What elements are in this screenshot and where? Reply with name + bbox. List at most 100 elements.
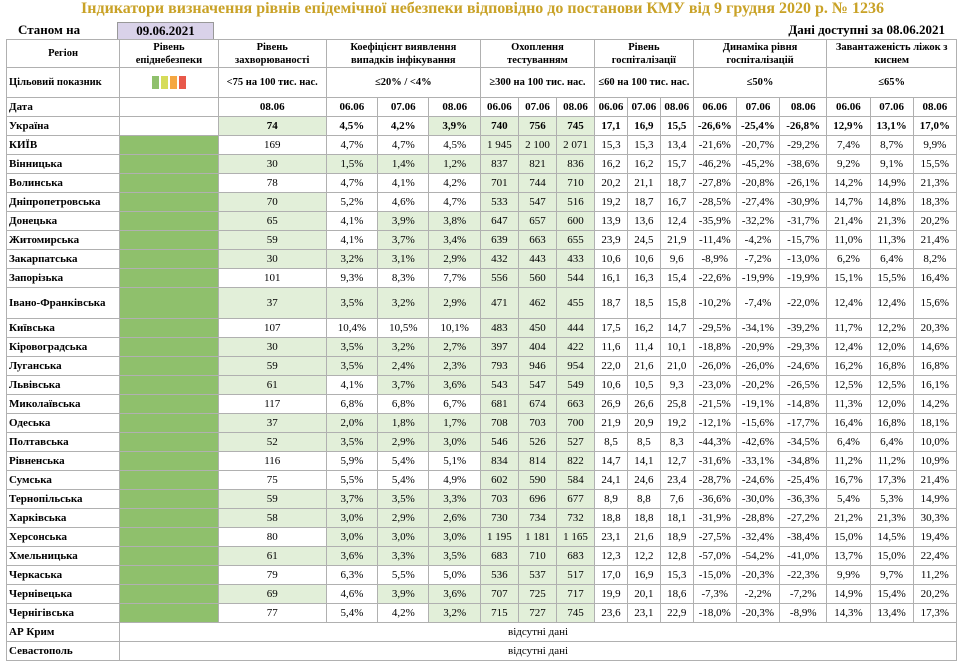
oxygen-cell: 12,5% bbox=[826, 375, 871, 395]
hosp-cell: 9,6 bbox=[659, 249, 694, 269]
hosp-dynamics-cell: -15,0% bbox=[692, 565, 737, 585]
detection-cell: 1,4% bbox=[377, 154, 430, 174]
detection-cell: 4,1% bbox=[325, 211, 379, 231]
hosp-dynamics-cell: -26,5% bbox=[779, 375, 828, 395]
oxygen-cell: 9,9% bbox=[826, 565, 871, 585]
morbidity-cell: 107 bbox=[217, 318, 327, 338]
detection-cell: 4,7% bbox=[377, 135, 430, 155]
hosp-cell: 15,3 bbox=[626, 135, 661, 155]
detection-cell: 6,7% bbox=[428, 394, 481, 414]
detection-cell: 5,1% bbox=[428, 451, 481, 471]
oxygen-cell: 14,3% bbox=[826, 603, 871, 623]
detection-cell: 3,5% bbox=[325, 356, 379, 376]
level-swatch bbox=[169, 76, 177, 90]
hosp-dynamics-cell: -27,2% bbox=[779, 508, 828, 528]
hosp-cell: 21,9 bbox=[659, 230, 694, 250]
date-cell: 06.06 bbox=[325, 97, 379, 117]
table-row: Херсонська 80 3,0% 3,0% 3,0% 1 195 1 181 1 165 2… bbox=[5, 527, 958, 547]
morbidity-cell: 59 bbox=[217, 230, 327, 250]
detection-cell: 3,0% bbox=[325, 527, 379, 547]
testing-cell: 517 bbox=[555, 565, 596, 585]
oxygen-cell: 13,4% bbox=[869, 603, 914, 623]
target-testing: ≥300 на 100 тис. нас. bbox=[479, 67, 596, 98]
testing-cell: 537 bbox=[517, 565, 557, 585]
oxygen-cell: 8,7% bbox=[869, 135, 914, 155]
region-name: Полтавська bbox=[5, 432, 121, 452]
detection-cell: 2,7% bbox=[428, 337, 481, 357]
testing-cell: 2 100 bbox=[517, 135, 557, 155]
header-level: Рівень епіднебезпеки bbox=[119, 39, 219, 68]
oxygen-cell: 9,7% bbox=[869, 565, 914, 585]
date-cell: 06.06 bbox=[826, 97, 871, 117]
table-row: Миколаївська 117 6,8% 6,8% 6,7% 681 674 663 26,9… bbox=[5, 394, 958, 414]
hosp-cell: 15,4 bbox=[659, 268, 694, 288]
detection-cell: 2,9% bbox=[377, 432, 430, 452]
oxygen-cell: 17,3% bbox=[912, 603, 958, 623]
hosp-dynamics-cell: -13,0% bbox=[779, 249, 828, 269]
risk-level-cell bbox=[119, 211, 219, 231]
hosp-dynamics-cell: -38,6% bbox=[779, 154, 828, 174]
target-morbidity: <75 на 100 тис. нас. bbox=[217, 67, 327, 98]
hosp-cell: 26,6 bbox=[626, 394, 661, 414]
oxygen-cell: 9,9% bbox=[912, 135, 958, 155]
target-hosp-dynamics: ≤50% bbox=[692, 67, 828, 98]
hosp-dynamics-cell: -23,0% bbox=[692, 375, 737, 395]
risk-level-cell bbox=[119, 154, 219, 174]
oxygen-cell: 21,2% bbox=[826, 508, 871, 528]
detection-cell: 3,3% bbox=[377, 546, 430, 566]
testing-cell: 404 bbox=[517, 337, 557, 357]
hosp-cell: 10,6 bbox=[594, 249, 628, 269]
hosp-cell: 21,0 bbox=[659, 356, 694, 376]
morbidity-cell: 80 bbox=[217, 527, 327, 547]
risk-level-cell bbox=[119, 413, 219, 433]
risk-level-cell bbox=[119, 135, 219, 155]
hosp-cell: 24,6 bbox=[626, 470, 661, 490]
morbidity-cell: 75 bbox=[217, 470, 327, 490]
hosp-dynamics-cell: -7,4% bbox=[735, 287, 781, 319]
detection-cell: 10,4% bbox=[325, 318, 379, 338]
hosp-dynamics-cell: -32,2% bbox=[735, 211, 781, 231]
oxygen-cell: 14,2% bbox=[826, 173, 871, 193]
hosp-dynamics-cell: -19,1% bbox=[735, 394, 781, 414]
table-row: Чернівецька 69 4,6% 3,9% 3,6% 707 725 717 19,9 20… bbox=[5, 584, 958, 604]
hosp-dynamics-cell: -34,5% bbox=[779, 432, 828, 452]
detection-cell: 2,0% bbox=[325, 413, 379, 433]
hosp-cell: 15,5 bbox=[659, 116, 694, 136]
testing-cell: 681 bbox=[479, 394, 519, 414]
level-legend bbox=[119, 67, 219, 98]
hosp-cell: 12,3 bbox=[594, 546, 628, 566]
morbidity-cell: 59 bbox=[217, 489, 327, 509]
hosp-cell: 10,6 bbox=[594, 375, 628, 395]
hosp-cell: 18,7 bbox=[659, 173, 694, 193]
testing-cell: 584 bbox=[555, 470, 596, 490]
morbidity-cell: 37 bbox=[217, 287, 327, 319]
detection-cell: 3,7% bbox=[377, 375, 430, 395]
hosp-dynamics-cell: -24,6% bbox=[779, 356, 828, 376]
detection-cell: 1,5% bbox=[325, 154, 379, 174]
hosp-cell: 16,7 bbox=[659, 192, 694, 212]
testing-cell: 756 bbox=[517, 116, 557, 136]
risk-level-cell bbox=[119, 565, 219, 585]
testing-cell: 397 bbox=[479, 337, 519, 357]
region-name: АР Крим bbox=[5, 622, 121, 642]
hosp-dynamics-cell: -24,6% bbox=[735, 470, 781, 490]
hosp-dynamics-cell: -29,3% bbox=[779, 337, 828, 357]
hosp-dynamics-cell: -38,4% bbox=[779, 527, 828, 547]
hosp-dynamics-cell: -36,6% bbox=[692, 489, 737, 509]
detection-cell: 3,6% bbox=[428, 584, 481, 604]
hosp-cell: 18,6 bbox=[659, 584, 694, 604]
testing-cell: 745 bbox=[555, 603, 596, 623]
hosp-dynamics-cell: -42,6% bbox=[735, 432, 781, 452]
risk-level-cell bbox=[119, 318, 219, 338]
date-cell: 08.06 bbox=[217, 97, 327, 117]
hosp-cell: 18,8 bbox=[594, 508, 628, 528]
hosp-dynamics-cell: -34,1% bbox=[735, 318, 781, 338]
oxygen-cell: 12,4% bbox=[869, 287, 914, 319]
hosp-cell: 15,7 bbox=[659, 154, 694, 174]
risk-level-cell bbox=[119, 230, 219, 250]
date-cell: 08.06 bbox=[555, 97, 596, 117]
hosp-dynamics-cell: -39,2% bbox=[779, 318, 828, 338]
detection-cell: 4,1% bbox=[325, 375, 379, 395]
detection-cell: 5,4% bbox=[377, 470, 430, 490]
header-testing: Охоплення тестуванням bbox=[479, 39, 596, 68]
